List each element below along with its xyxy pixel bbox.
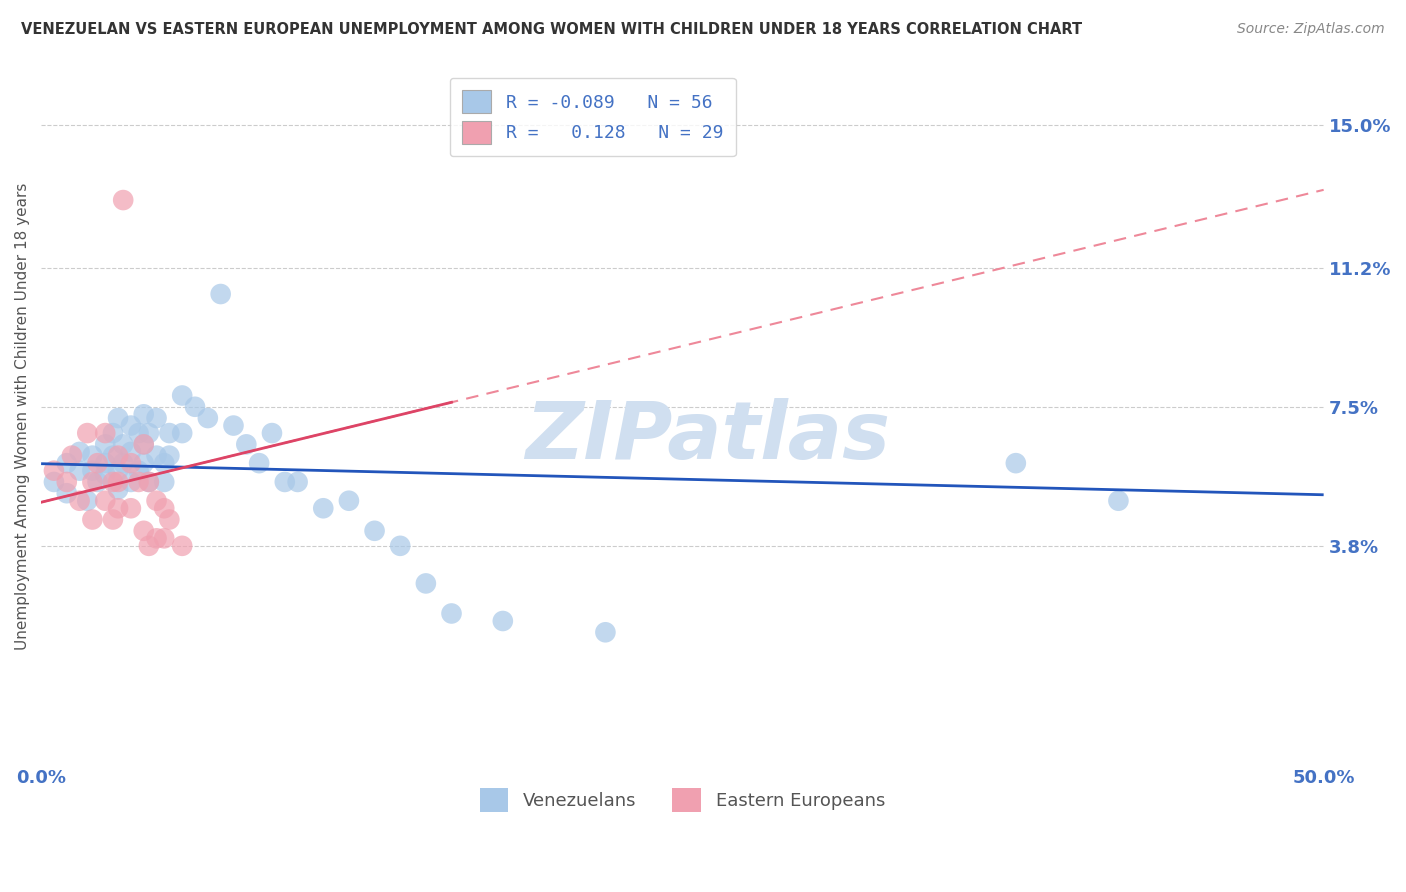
Point <box>337 493 360 508</box>
Point <box>132 524 155 538</box>
Point <box>363 524 385 538</box>
Point <box>128 464 150 478</box>
Text: ZIPatlas: ZIPatlas <box>526 398 890 476</box>
Point <box>69 493 91 508</box>
Point <box>222 418 245 433</box>
Point <box>1004 456 1026 470</box>
Point <box>172 539 194 553</box>
Point <box>132 407 155 421</box>
Point <box>82 475 104 489</box>
Point <box>172 426 194 441</box>
Point <box>120 501 142 516</box>
Point <box>94 493 117 508</box>
Point <box>209 287 232 301</box>
Y-axis label: Unemployment Among Women with Children Under 18 years: Unemployment Among Women with Children U… <box>15 183 30 650</box>
Point <box>138 539 160 553</box>
Point <box>107 411 129 425</box>
Point <box>112 456 135 470</box>
Point <box>235 437 257 451</box>
Point <box>132 437 155 451</box>
Point <box>153 475 176 489</box>
Point <box>120 475 142 489</box>
Point <box>128 426 150 441</box>
Point <box>55 456 77 470</box>
Point <box>120 445 142 459</box>
Point <box>157 426 180 441</box>
Point <box>389 539 412 553</box>
Point <box>132 456 155 470</box>
Point <box>42 475 65 489</box>
Point <box>120 418 142 433</box>
Point <box>107 464 129 478</box>
Point <box>69 445 91 459</box>
Point <box>197 411 219 425</box>
Point <box>82 464 104 478</box>
Point <box>172 388 194 402</box>
Point <box>153 501 176 516</box>
Point <box>86 475 108 489</box>
Point <box>94 437 117 451</box>
Text: VENEZUELAN VS EASTERN EUROPEAN UNEMPLOYMENT AMONG WOMEN WITH CHILDREN UNDER 18 Y: VENEZUELAN VS EASTERN EUROPEAN UNEMPLOYM… <box>21 22 1083 37</box>
Point <box>76 426 98 441</box>
Point <box>94 467 117 482</box>
Point <box>138 426 160 441</box>
Point <box>153 531 176 545</box>
Point <box>157 449 180 463</box>
Point <box>145 449 167 463</box>
Point <box>101 512 124 526</box>
Point <box>69 464 91 478</box>
Point <box>112 437 135 451</box>
Point <box>153 456 176 470</box>
Point <box>107 449 129 463</box>
Point <box>145 531 167 545</box>
Point <box>415 576 437 591</box>
Point <box>145 493 167 508</box>
Point <box>94 426 117 441</box>
Text: Source: ZipAtlas.com: Source: ZipAtlas.com <box>1237 22 1385 37</box>
Point <box>274 475 297 489</box>
Point <box>312 501 335 516</box>
Point <box>55 486 77 500</box>
Point <box>107 483 129 497</box>
Point <box>101 426 124 441</box>
Point <box>42 464 65 478</box>
Point <box>128 475 150 489</box>
Point <box>287 475 309 489</box>
Point <box>595 625 617 640</box>
Point <box>82 512 104 526</box>
Point <box>107 475 129 489</box>
Point <box>60 449 83 463</box>
Point <box>492 614 515 628</box>
Point <box>132 437 155 451</box>
Point <box>112 193 135 207</box>
Point <box>101 449 124 463</box>
Point <box>247 456 270 470</box>
Point <box>76 493 98 508</box>
Point <box>82 449 104 463</box>
Point <box>138 475 160 489</box>
Point <box>86 456 108 470</box>
Point <box>94 456 117 470</box>
Point <box>138 475 160 489</box>
Legend: Venezuelans, Eastern Europeans: Venezuelans, Eastern Europeans <box>467 776 898 824</box>
Point <box>440 607 463 621</box>
Point <box>55 475 77 489</box>
Point <box>184 400 207 414</box>
Point <box>157 512 180 526</box>
Point <box>120 456 142 470</box>
Point <box>145 411 167 425</box>
Point <box>1107 493 1129 508</box>
Point <box>107 501 129 516</box>
Point <box>101 475 124 489</box>
Point <box>260 426 283 441</box>
